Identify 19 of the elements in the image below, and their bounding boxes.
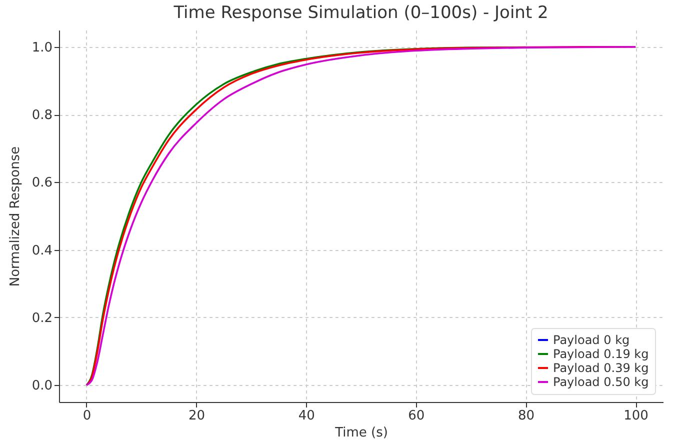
x-tick-label: 40	[298, 408, 315, 424]
legend-label: Payload 0.19 kg	[553, 347, 649, 361]
x-tick-label: 80	[518, 408, 534, 424]
y-tick-label: 0.0	[32, 378, 52, 394]
x-tick-label: 0	[82, 408, 92, 424]
x-tick-label: 100	[624, 408, 648, 424]
legend-label: Payload 0.50 kg	[553, 375, 649, 389]
legend-label: Payload 0 kg	[553, 333, 630, 347]
x-axis-title: Time (s)	[334, 426, 388, 440]
y-axis-title: Normalized Response	[8, 146, 23, 287]
y-tick-label: 0.2	[32, 310, 52, 326]
legend-label: Payload 0.39 kg	[553, 361, 649, 375]
y-tick-label: 1.0	[32, 40, 52, 56]
y-tick-label: 0.6	[32, 176, 52, 191]
chart-title: Time Response Simulation (0–100s) - Joint 2	[172, 3, 548, 23]
y-tick-label: 0.4	[32, 243, 52, 258]
x-tick-label: 60	[408, 408, 425, 424]
x-tick-label: 20	[188, 408, 206, 424]
y-tick-label: 0.8	[32, 108, 52, 124]
